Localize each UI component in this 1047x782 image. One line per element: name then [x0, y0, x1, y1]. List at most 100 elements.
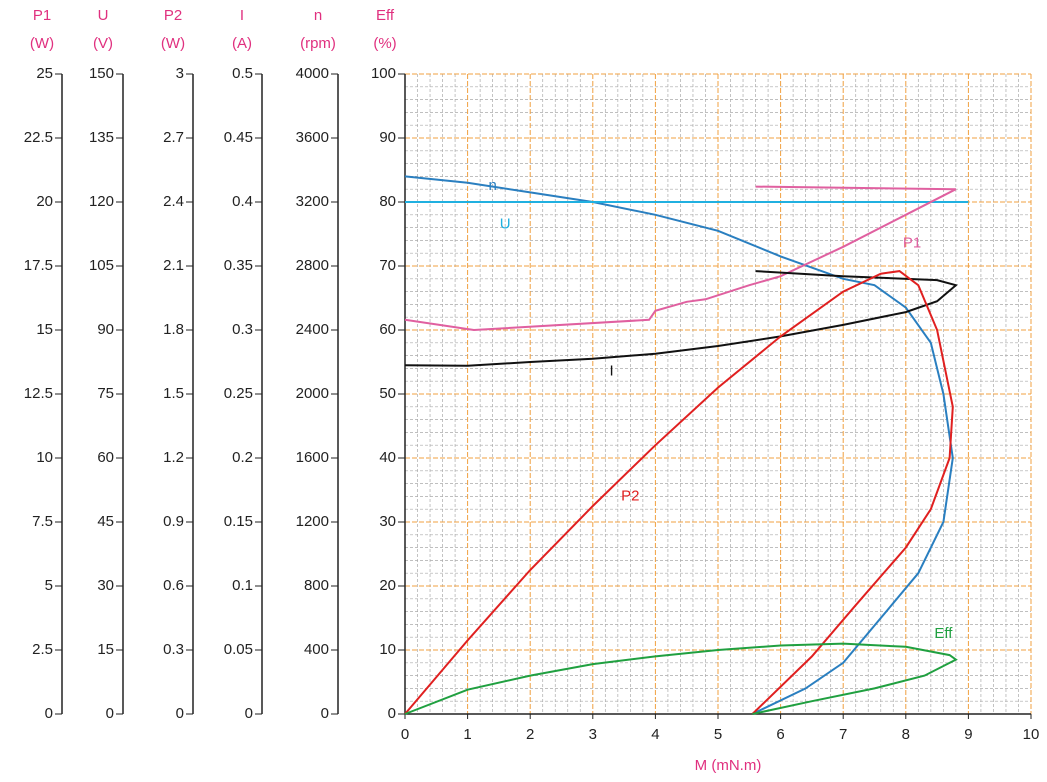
y-tick-label: 3600: [296, 129, 329, 146]
axis-title: I: [240, 7, 244, 24]
y-tick-label: 2.4: [163, 193, 184, 210]
axis-unit: (W): [161, 35, 185, 52]
axis-title: P1: [33, 7, 51, 24]
y-tick-label: 0.25: [224, 385, 253, 402]
y-tick-label: 50: [379, 385, 396, 402]
y-tick-label: 3: [176, 65, 184, 82]
y-tick-label: 2800: [296, 257, 329, 274]
x-tick-label: 7: [839, 726, 847, 743]
y-tick-label: 25: [36, 65, 53, 82]
y-tick-label: 120: [89, 193, 114, 210]
y-tick-label: 30: [97, 577, 114, 594]
y-tick-label: 20: [36, 193, 53, 210]
y-tick-label: 0.45: [224, 129, 253, 146]
x-tick-label: 1: [463, 726, 471, 743]
y-tick-label: 12.5: [24, 385, 53, 402]
y-tick-label: 1.5: [163, 385, 184, 402]
y-tick-label: 70: [379, 257, 396, 274]
axis-unit: (rpm): [300, 35, 336, 52]
series-label: P1: [903, 235, 921, 252]
y-tick-label: 22.5: [24, 129, 53, 146]
y-tick-label: 17.5: [24, 257, 53, 274]
y-tick-label: 20: [379, 577, 396, 594]
axis-unit: (V): [93, 35, 113, 52]
y-tick-label: 90: [97, 321, 114, 338]
y-tick-label: 2.5: [32, 641, 53, 658]
y-tick-label: 0: [245, 705, 253, 722]
y-tick-label: 80: [379, 193, 396, 210]
y-tick-label: 2.1: [163, 257, 184, 274]
y-tick-label: 0: [321, 705, 329, 722]
x-tick-label: 3: [589, 726, 597, 743]
y-tick-label: 10: [36, 449, 53, 466]
series-line: [404, 270, 954, 715]
y-tick-label: 0.5: [232, 65, 253, 82]
axis-unit: (A): [232, 35, 252, 52]
y-tick-label: 0: [388, 705, 396, 722]
y-tick-label: 3200: [296, 193, 329, 210]
series-label: Eff: [934, 625, 953, 642]
axis-title: U: [98, 7, 109, 24]
y-tick-label: 0: [176, 705, 184, 722]
y-tick-label: 0.4: [232, 193, 253, 210]
axis-title: Eff: [376, 7, 395, 24]
y-tick-label: 1.8: [163, 321, 184, 338]
y-tick-label: 0.1: [232, 577, 253, 594]
series-line: [404, 642, 958, 715]
series-label: n: [488, 177, 496, 194]
y-tick-label: 0.35: [224, 257, 253, 274]
y-tick-label: 100: [371, 65, 396, 82]
y-tick-label: 60: [379, 321, 396, 338]
axis-unit: (W): [30, 35, 54, 52]
x-axis-label: M (mN.m): [695, 757, 762, 774]
y-tick-label: 0.2: [232, 449, 253, 466]
y-tick-label: 10: [379, 641, 396, 658]
y-tick-label: 400: [304, 641, 329, 658]
x-tick-label: 0: [401, 726, 409, 743]
y-tick-label: 2000: [296, 385, 329, 402]
y-tick-label: 0.3: [232, 321, 253, 338]
y-tick-label: 105: [89, 257, 114, 274]
y-tick-label: 45: [97, 513, 114, 530]
y-tick-label: 7.5: [32, 513, 53, 530]
x-tick-label: 5: [714, 726, 722, 743]
x-tick-label: 10: [1023, 726, 1040, 743]
y-tick-label: 4000: [296, 65, 329, 82]
y-tick-label: 800: [304, 577, 329, 594]
y-tick-label: 150: [89, 65, 114, 82]
y-tick-label: 0.15: [224, 513, 253, 530]
y-tick-label: 0.6: [163, 577, 184, 594]
y-tick-label: 1600: [296, 449, 329, 466]
y-tick-label: 75: [97, 385, 114, 402]
y-tick-label: 2.7: [163, 129, 184, 146]
y-tick-label: 15: [97, 641, 114, 658]
axis-title: P2: [164, 7, 182, 24]
series-line: [404, 185, 957, 332]
y-tick-label: 0.05: [224, 641, 253, 658]
x-tick-label: 9: [964, 726, 972, 743]
x-tick-label: 4: [651, 726, 659, 743]
series-label: U: [500, 215, 511, 232]
y-tick-label: 1.2: [163, 449, 184, 466]
y-tick-label: 15: [36, 321, 53, 338]
y-tick-label: 90: [379, 129, 396, 146]
y-tick-label: 0.3: [163, 641, 184, 658]
y-tick-label: 0.9: [163, 513, 184, 530]
y-tick-label: 60: [97, 449, 114, 466]
y-tick-label: 2400: [296, 321, 329, 338]
axis-unit: (%): [373, 35, 396, 52]
y-tick-label: 40: [379, 449, 396, 466]
y-tick-label: 1200: [296, 513, 329, 530]
y-tick-label: 135: [89, 129, 114, 146]
y-tick-label: 30: [379, 513, 396, 530]
x-tick-label: 2: [526, 726, 534, 743]
y-tick-label: 0: [106, 705, 114, 722]
y-tick-label: 0: [45, 705, 53, 722]
series-line: [404, 270, 958, 367]
x-tick-label: 8: [902, 726, 910, 743]
x-tick-label: 6: [776, 726, 784, 743]
axis-title: n: [314, 7, 322, 24]
series-label: I: [609, 363, 613, 380]
series-label: P2: [621, 487, 639, 504]
